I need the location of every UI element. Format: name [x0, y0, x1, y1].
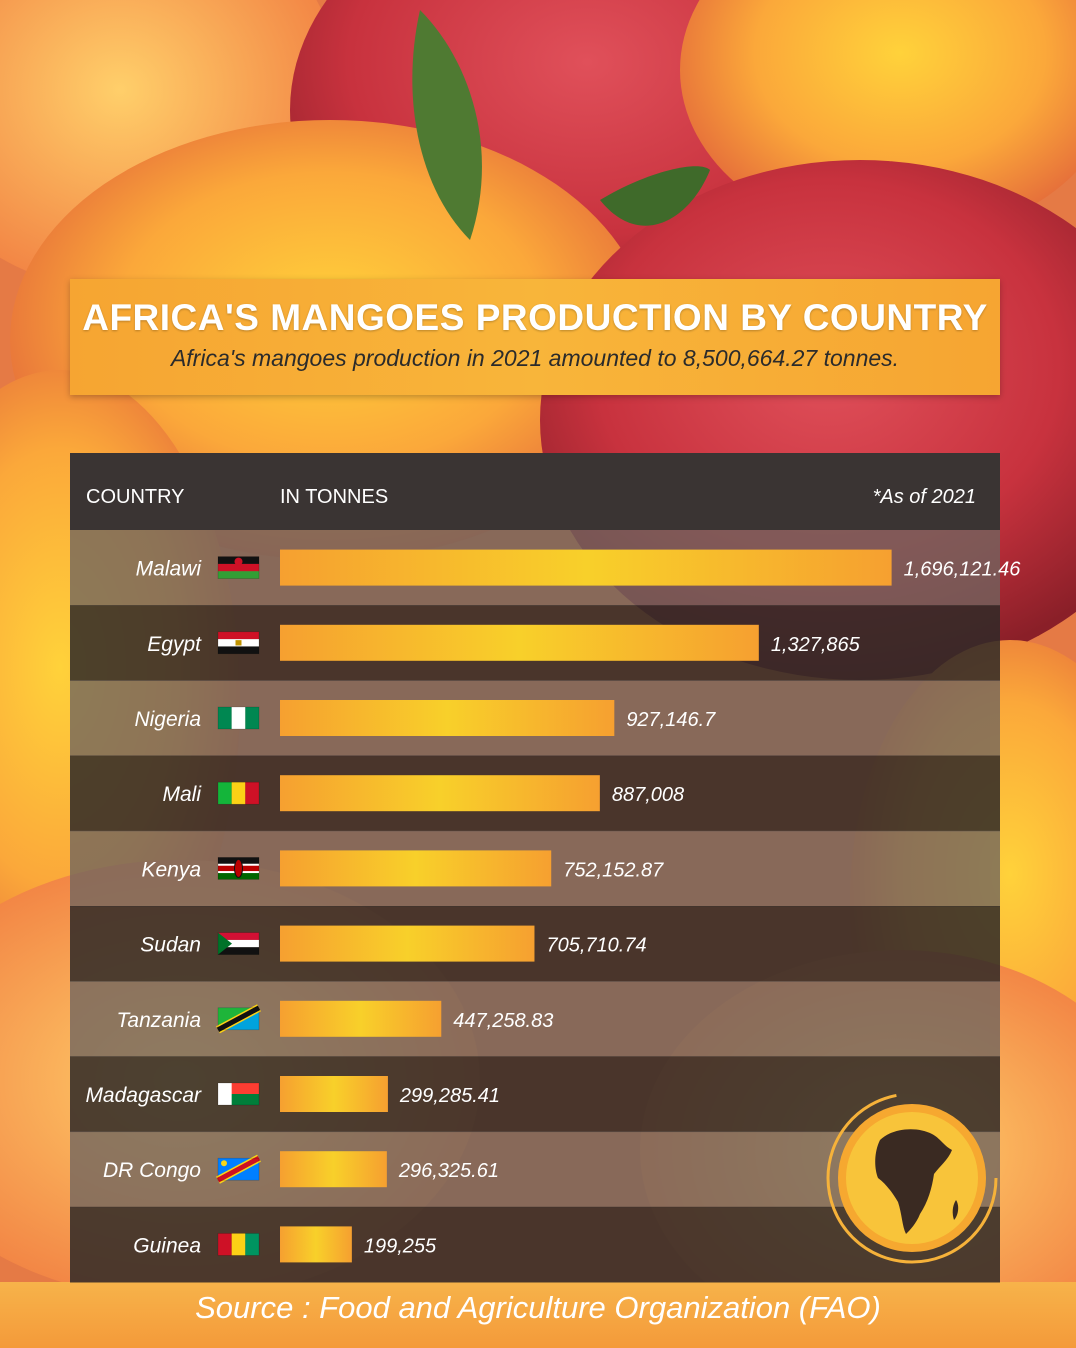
country-label: DR Congo	[103, 1159, 201, 1182]
country-label: Kenya	[141, 858, 201, 881]
bar	[280, 850, 552, 887]
bar	[280, 1151, 387, 1188]
sudan-flag	[217, 932, 260, 955]
value-label: 199,255	[364, 1235, 437, 1257]
mali-flag	[217, 781, 260, 805]
guinea-flag	[217, 1233, 260, 1256]
country-label: Mali	[162, 783, 202, 806]
value-label: 927,146.7	[626, 709, 716, 731]
country-label: Madagascar	[85, 1084, 202, 1107]
bar-row: Kenya 752,152.87	[70, 830, 1000, 907]
source-note: Source : Food and Agriculture Organizati…	[195, 1290, 881, 1325]
bar-row: Malawi 1,696,121.46	[70, 530, 1021, 606]
value-label: 447,258.83	[453, 1010, 553, 1032]
bar-row: Egypt 1,327,865	[70, 605, 1000, 681]
unit-column-header: IN TONNES	[280, 486, 389, 508]
egypt-flag	[217, 631, 260, 655]
value-label: 887,008	[612, 784, 684, 806]
country-label: Guinea	[133, 1234, 201, 1257]
country-label: Egypt	[147, 633, 202, 656]
bar	[280, 1226, 352, 1263]
country-label: Tanzania	[117, 1009, 201, 1032]
bar	[280, 549, 892, 586]
dr-congo-flag	[216, 1154, 261, 1184]
bar	[280, 700, 615, 736]
bar	[280, 775, 600, 812]
tanzania-flag	[216, 1004, 261, 1034]
title-banner: AFRICA'S MANGOES PRODUCTION BY COUNTRY A…	[70, 279, 1000, 395]
malawi-flag	[217, 556, 260, 579]
row-background	[70, 906, 1000, 982]
bar-row: Guinea 199,255	[70, 1206, 1000, 1283]
country-column-header: COUNTRY	[86, 486, 185, 508]
bar-row: Tanzania 447,258.83	[70, 981, 1000, 1057]
madagascar-flag	[217, 1082, 260, 1106]
value-label: 296,325.61	[398, 1160, 499, 1182]
page-subtitle: Africa's mangoes production in 2021 amou…	[170, 345, 900, 371]
bar-row: Madagascar 299,285.41	[70, 1056, 1000, 1133]
kenya-flag	[217, 857, 260, 880]
country-label: Malawi	[136, 558, 203, 581]
bar-row: Sudan 705,710.74	[70, 906, 1000, 982]
bar	[280, 1076, 388, 1112]
africa-logo	[826, 1092, 998, 1264]
value-label: 299,285.41	[399, 1085, 500, 1107]
bar	[280, 624, 759, 661]
value-label: 705,710.74	[546, 935, 646, 957]
bar-row: Nigeria 927,146.7	[70, 680, 1000, 757]
table-header: COUNTRY IN TONNES *As of 2021	[70, 453, 1000, 530]
bar	[280, 1000, 442, 1037]
bar-row: Mali 887,008	[70, 755, 1000, 832]
bar	[280, 925, 535, 962]
value-label: 752,152.87	[563, 859, 664, 881]
value-label: 1,327,865	[771, 634, 861, 656]
country-label: Sudan	[140, 934, 201, 957]
country-label: Nigeria	[134, 708, 201, 731]
page-title: AFRICA'S MANGOES PRODUCTION BY COUNTRY	[82, 297, 988, 338]
as-of-note: *As of 2021	[872, 486, 976, 508]
value-label: 1,696,121.46	[904, 559, 1022, 581]
nigeria-flag	[217, 706, 260, 730]
